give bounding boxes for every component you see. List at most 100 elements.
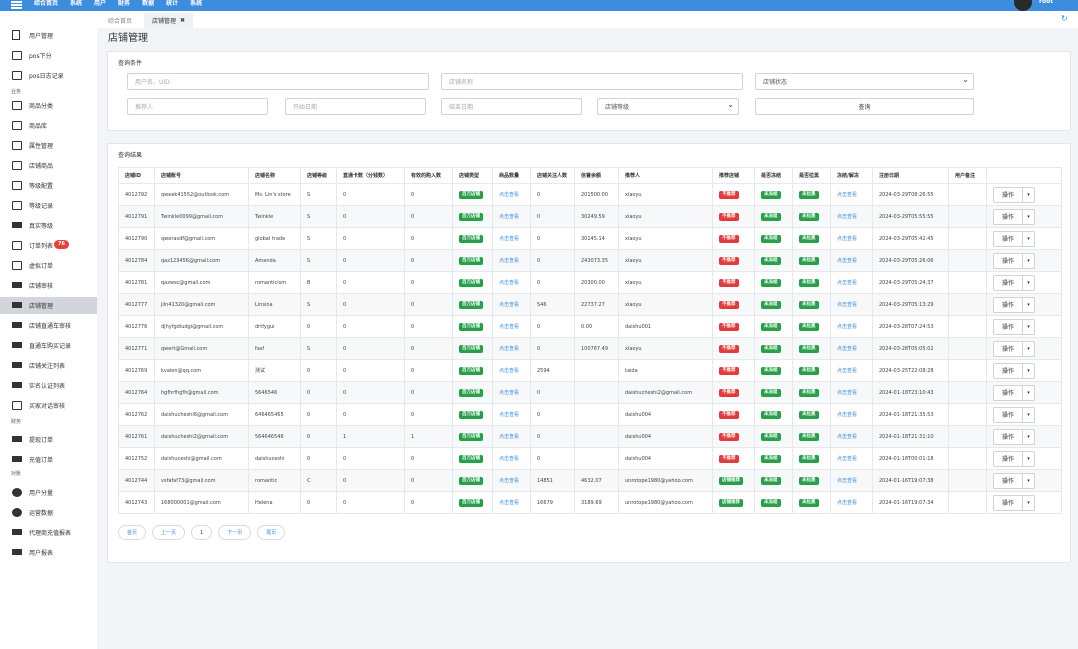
status-badge[interactable]: 不推荐 [719, 190, 739, 199]
operate-button[interactable]: 操作 ▾ [993, 186, 1036, 203]
status-badge[interactable]: 不推荐 [719, 388, 739, 397]
sidebar-item[interactable]: 订单列表 76 [0, 237, 97, 254]
caret-down-icon[interactable]: ▾ [1027, 433, 1030, 440]
sidebar-item[interactable]: 店铺管理 [0, 297, 97, 314]
caret-down-icon[interactable]: ▾ [1027, 301, 1030, 308]
view-link[interactable]: 点击查看 [499, 214, 520, 220]
status-badge[interactable]: 未冻结 [761, 190, 781, 199]
view-link[interactable]: 点击查看 [499, 412, 520, 418]
sidebar-item[interactable]: 店铺直通车审核 [0, 317, 97, 334]
view-link[interactable]: 点击查看 [499, 236, 520, 242]
page-button[interactable]: 下一页 [218, 525, 252, 540]
shop-level-select[interactable]: 店铺等级 [597, 98, 739, 115]
operate-button[interactable]: 操作 ▾ [993, 318, 1036, 335]
sidebar-item[interactable]: 用户报表 [0, 544, 97, 561]
menu-icon[interactable] [11, 1, 22, 9]
view-link[interactable]: 点击查看 [499, 280, 520, 286]
operate-button[interactable]: 操作 ▾ [993, 274, 1036, 291]
operate-button[interactable]: 操作 ▾ [993, 450, 1036, 467]
caret-down-icon[interactable]: ▾ [1027, 279, 1030, 286]
operate-button[interactable]: 操作 ▾ [993, 472, 1036, 489]
top-nav-item[interactable]: 统计 [166, 0, 179, 7]
status-badge[interactable]: 未冻结 [761, 432, 781, 441]
tab-home[interactable]: 综合首页 [100, 13, 140, 28]
sidebar-item[interactable]: 虚拟订单 [0, 257, 97, 274]
operate-button[interactable]: 操作 ▾ [993, 428, 1036, 445]
sidebar-item[interactable]: 用户分量 [0, 484, 97, 501]
top-nav-item[interactable]: 数据 [142, 0, 155, 7]
caret-down-icon[interactable]: ▾ [1027, 257, 1030, 264]
status-badge[interactable]: 不推荐 [719, 432, 739, 441]
status-badge[interactable]: 未拉黑 [799, 256, 819, 265]
status-badge[interactable]: 不推荐 [719, 278, 739, 287]
recommender-input[interactable]: 推荐人 [127, 98, 268, 115]
status-badge[interactable]: 不推荐 [719, 366, 739, 375]
shop-status-select[interactable]: 店铺状态 [755, 73, 974, 90]
sidebar-item[interactable]: pos下分 [0, 47, 97, 64]
view-link[interactable]: 点击查看 [499, 456, 520, 462]
sidebar-item[interactable]: 店铺关注列表 [0, 357, 97, 374]
sidebar-item[interactable]: 运营数据 [0, 504, 97, 521]
sidebar-item[interactable]: 实名认证列表 [0, 377, 97, 394]
sidebar-item[interactable]: 提现订单 [0, 431, 97, 448]
view-link[interactable]: 点击查看 [837, 412, 858, 418]
operate-button[interactable]: 操作 ▾ [993, 296, 1036, 313]
view-link[interactable]: 点击查看 [837, 478, 858, 484]
query-button[interactable]: 查询 [755, 98, 974, 115]
view-link[interactable]: 点击查看 [837, 302, 858, 308]
view-link[interactable]: 点击查看 [837, 390, 858, 396]
sidebar-item[interactable]: 等级记录 [0, 197, 97, 214]
status-badge[interactable]: 未冻结 [761, 300, 781, 309]
status-badge[interactable]: 未拉黑 [799, 190, 819, 199]
user-name[interactable]: root [1039, 0, 1054, 5]
operate-button[interactable]: 操作 ▾ [993, 362, 1036, 379]
view-link[interactable]: 点击查看 [837, 258, 858, 264]
caret-down-icon[interactable]: ▾ [1027, 455, 1030, 462]
view-link[interactable]: 点击查看 [837, 280, 858, 286]
status-badge[interactable]: 不推荐 [719, 322, 739, 331]
page-button[interactable]: 上一页 [152, 525, 186, 540]
sidebar-item[interactable]: 商品分类 [0, 97, 97, 114]
sidebar-item[interactable]: 店铺审核 [0, 277, 97, 294]
view-link[interactable]: 点击查看 [837, 236, 858, 242]
view-link[interactable]: 点击查看 [837, 456, 858, 462]
caret-down-icon[interactable]: ▾ [1027, 389, 1030, 396]
status-badge[interactable]: 不推荐 [719, 454, 739, 463]
view-link[interactable]: 点击查看 [499, 368, 520, 374]
status-badge[interactable]: 未拉黑 [799, 300, 819, 309]
shop-name-input[interactable]: 店铺名称 [441, 73, 743, 90]
operate-button[interactable]: 操作 ▾ [993, 406, 1036, 423]
status-badge[interactable]: 未拉黑 [799, 388, 819, 397]
status-badge[interactable]: 未拉黑 [799, 278, 819, 287]
caret-down-icon[interactable]: ▾ [1027, 191, 1030, 198]
status-badge[interactable]: 店铺推荐 [719, 476, 743, 485]
view-link[interactable]: 点击查看 [837, 324, 858, 330]
status-badge[interactable]: 店铺推荐 [719, 498, 743, 507]
sidebar-item[interactable]: pos日志记录 [0, 67, 97, 84]
top-nav-item[interactable]: 系统 [190, 0, 203, 7]
status-badge[interactable]: 未冻结 [761, 476, 781, 485]
page-button[interactable]: 1 [191, 525, 213, 540]
operate-button[interactable]: 操作 ▾ [993, 384, 1036, 401]
status-badge[interactable]: 未冻结 [761, 498, 781, 507]
status-badge[interactable]: 未拉黑 [799, 322, 819, 331]
view-link[interactable]: 点击查看 [499, 324, 520, 330]
view-link[interactable]: 点击查看 [837, 214, 858, 220]
view-link[interactable]: 点击查看 [499, 302, 520, 308]
end-date-input[interactable]: 结束日期 [441, 98, 582, 115]
operate-button[interactable]: 操作 ▾ [993, 340, 1036, 357]
status-badge[interactable]: 未冻结 [761, 366, 781, 375]
view-link[interactable]: 点击查看 [499, 192, 520, 198]
status-badge[interactable]: 不推荐 [719, 212, 739, 221]
status-badge[interactable]: 未冻结 [761, 454, 781, 463]
view-link[interactable]: 点击查看 [499, 434, 520, 440]
sidebar-item[interactable]: 充值订单 [0, 451, 97, 468]
caret-down-icon[interactable]: ▾ [1027, 411, 1030, 418]
view-link[interactable]: 点击查看 [499, 346, 520, 352]
status-badge[interactable]: 未拉黑 [799, 212, 819, 221]
refresh-icon[interactable]: ↻ [1061, 14, 1068, 23]
view-link[interactable]: 点击查看 [837, 434, 858, 440]
status-badge[interactable]: 未拉黑 [799, 366, 819, 375]
caret-down-icon[interactable]: ▾ [1027, 345, 1030, 352]
caret-down-icon[interactable]: ▾ [1027, 235, 1030, 242]
